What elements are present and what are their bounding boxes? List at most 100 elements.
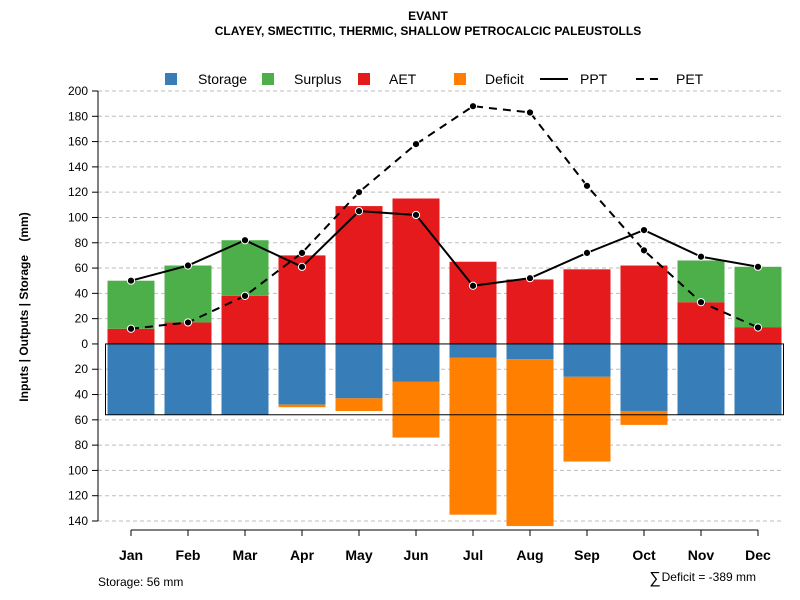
month-label-aug: Aug <box>516 547 543 563</box>
y-tick-label: 20 <box>75 312 89 326</box>
ppt-point <box>354 207 364 216</box>
storage-frame <box>105 343 784 416</box>
chart-subtitle: CLAYEY, SMECTITIC, THERMIC, SHALLOW PETR… <box>215 24 641 38</box>
pet-point <box>126 324 136 333</box>
pet-point <box>639 246 649 255</box>
y-tick-label: 140 <box>68 514 88 528</box>
storage-bar <box>164 343 212 415</box>
deficit-bar <box>449 357 497 515</box>
aet-bar <box>734 327 782 344</box>
ppt-point <box>468 281 478 290</box>
storage-bar <box>107 343 155 415</box>
pet-point <box>582 181 592 190</box>
month-label-mar: Mar <box>233 547 258 563</box>
ppt-point <box>696 252 706 261</box>
ppt-point <box>582 248 592 257</box>
deficit-bar <box>563 376 611 462</box>
aet-bar <box>107 328 155 344</box>
y-tick-label: 20 <box>75 362 89 376</box>
storage-bar <box>677 343 725 415</box>
ppt-point <box>297 262 307 271</box>
aet-bar <box>506 279 554 344</box>
ppt-point <box>639 226 649 235</box>
y-tick-label: 120 <box>68 489 88 503</box>
legend-swatch-surplus <box>262 73 274 85</box>
y-tick-label: 100 <box>68 210 88 224</box>
surplus-bar <box>107 280 155 329</box>
ppt-point <box>753 262 763 271</box>
pet-point <box>240 291 250 300</box>
month-label-sep: Sep <box>574 547 600 563</box>
y-tick-label: 80 <box>75 236 89 250</box>
month-label-jul: Jul <box>463 547 483 563</box>
axes: 2001801601401201008060402002040608010012… <box>68 84 771 563</box>
legend-swatch-storage <box>165 73 177 85</box>
storage-bar <box>278 343 326 405</box>
y-tick-label: 180 <box>68 109 88 123</box>
bars <box>107 198 782 527</box>
legend-swatch-aet <box>358 73 370 85</box>
surplus-bar <box>677 260 725 303</box>
y-axis-title: Inputs | Outputs | Storage (mm) <box>17 212 31 401</box>
pet-point <box>183 318 193 327</box>
storage-bar <box>734 343 782 415</box>
storage-bar <box>335 343 383 399</box>
y-tick-label: 40 <box>75 388 89 402</box>
ppt-line <box>130 210 759 287</box>
pet-point <box>354 188 364 197</box>
deficit-total: Deficit = -389 mm <box>661 570 756 584</box>
aet-bar <box>164 322 212 344</box>
pet-line <box>130 105 759 330</box>
aet-bar <box>392 198 440 344</box>
deficit-footnote: ∑Deficit = -389 mm <box>649 570 756 588</box>
ppt-point <box>126 276 136 285</box>
grid-lines <box>98 90 784 522</box>
month-label-nov: Nov <box>688 547 715 563</box>
legend-label-pet: PET <box>676 71 704 87</box>
aet-bar <box>335 206 383 344</box>
month-label-dec: Dec <box>745 547 771 563</box>
storage-capacity-frame <box>105 343 784 416</box>
y-tick-label: 0 <box>81 337 88 351</box>
surplus-bar <box>734 266 782 328</box>
y-tick-label: 60 <box>75 413 89 427</box>
y-tick-label: 160 <box>68 135 88 149</box>
ppt-point <box>240 236 250 245</box>
pet-point <box>411 140 421 149</box>
y-tick-label: 80 <box>75 438 89 452</box>
pet-point <box>753 323 763 332</box>
ppt-point <box>411 210 421 220</box>
aet-bar <box>563 269 611 344</box>
sigma-symbol: ∑ <box>649 570 661 587</box>
deficit-bar <box>506 359 554 527</box>
legend-label-storage: Storage <box>198 71 247 87</box>
ppt-point <box>525 274 535 283</box>
surplus-bar <box>164 265 212 323</box>
y-tick-label: 120 <box>68 185 88 199</box>
y-tick-label: 200 <box>68 84 88 98</box>
storage-footnote: Storage: 56 mm <box>98 575 184 589</box>
deficit-bar <box>392 381 440 438</box>
storage-bar <box>506 343 554 360</box>
legend: Storage Surplus AET Deficit PPT PET <box>165 71 704 87</box>
legend-label-aet: AET <box>389 71 417 87</box>
deficit-bar <box>620 410 668 425</box>
pet-point <box>297 248 307 257</box>
legend-swatch-deficit <box>454 73 466 85</box>
storage-bar <box>563 343 611 377</box>
chart-title: EVANT <box>408 9 448 23</box>
legend-label-deficit: Deficit <box>485 71 524 87</box>
series-lines <box>126 102 763 333</box>
pet-point <box>696 298 706 307</box>
deficit-bar <box>335 398 383 411</box>
aet-bar <box>620 265 668 344</box>
pet-point <box>468 102 478 111</box>
surplus-bar <box>221 240 269 296</box>
y-tick-label: 100 <box>68 463 88 477</box>
y-tick-label: 40 <box>75 286 89 300</box>
month-label-jun: Jun <box>404 547 429 563</box>
y-tick-label: 140 <box>68 160 88 174</box>
storage-bar <box>221 343 269 415</box>
month-label-oct: Oct <box>632 547 656 563</box>
